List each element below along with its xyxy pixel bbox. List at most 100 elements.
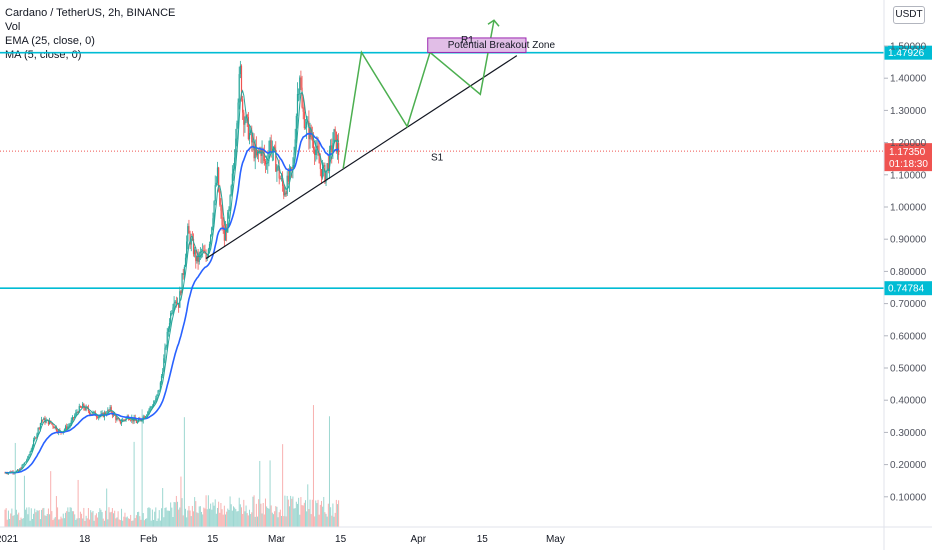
- candle-body: [36, 433, 38, 438]
- candle-body: [218, 167, 220, 192]
- volume-bar: [326, 516, 328, 527]
- volume-bar: [242, 513, 244, 527]
- candle-body: [264, 161, 267, 164]
- candle-body: [211, 227, 213, 236]
- volume-bar: [248, 509, 250, 527]
- candle-body: [282, 178, 284, 187]
- volume-bar: [141, 409, 143, 527]
- volume-indicator-label[interactable]: Vol: [5, 21, 21, 33]
- volume-bar: [15, 509, 17, 527]
- candle-body: [116, 418, 118, 420]
- candle-body: [187, 226, 189, 242]
- volume-bar: [7, 510, 9, 527]
- candle-body: [68, 426, 70, 427]
- volume-bar: [71, 511, 73, 527]
- candle-body: [54, 426, 56, 429]
- volume-bar: [145, 518, 147, 527]
- ema-line: [5, 132, 339, 474]
- volume-bar: [14, 442, 16, 527]
- price-tick-label: 0.20000: [890, 460, 927, 471]
- candle-body: [192, 239, 195, 255]
- candle-body: [324, 164, 326, 183]
- volume-bar: [98, 512, 100, 527]
- candle-body: [220, 204, 222, 211]
- currency-selector[interactable]: USDT: [893, 6, 925, 24]
- volume-bar: [283, 516, 285, 527]
- volume-bar: [90, 510, 92, 527]
- projection-arrowhead: [487, 19, 500, 27]
- candle-body: [288, 169, 291, 182]
- volume-bar: [173, 502, 175, 527]
- price-tick-label: 0.80000: [890, 267, 927, 278]
- candle-body: [198, 253, 200, 262]
- volume-bar: [44, 515, 46, 527]
- volume-bar: [78, 518, 80, 527]
- candle-body: [202, 250, 204, 252]
- volume-bar: [118, 519, 120, 527]
- volume-bar: [134, 518, 136, 527]
- candle-body: [174, 301, 176, 303]
- candle-body: [180, 291, 182, 294]
- candle-body: [302, 107, 304, 112]
- volume-bar: [172, 516, 174, 527]
- volume-bar: [154, 511, 156, 527]
- candle-body: [53, 426, 55, 429]
- volume-bar: [138, 511, 140, 527]
- candle-body: [242, 99, 244, 113]
- volume-bar: [121, 508, 123, 527]
- candle-body: [269, 140, 271, 151]
- candle-body: [276, 167, 278, 172]
- candle-body: [30, 449, 32, 452]
- candle-body: [304, 127, 307, 129]
- volume-bar: [166, 510, 168, 527]
- candle-body: [140, 419, 142, 421]
- volume-bar: [76, 518, 78, 527]
- price-tick-label: 1.10000: [890, 170, 927, 181]
- candle-body: [179, 291, 181, 308]
- volume-bar: [228, 509, 230, 527]
- candle-body: [79, 406, 82, 408]
- price-tick-label: 1.30000: [890, 106, 927, 117]
- volume-bar: [103, 520, 105, 527]
- volume-bar: [251, 512, 253, 527]
- projection-path: [342, 20, 495, 169]
- volume-bar: [220, 502, 222, 527]
- volume-bar: [170, 502, 172, 527]
- symbol-title[interactable]: Cardano / TetherUS, 2h, BINANCE: [5, 7, 176, 19]
- level-price-label: 0.74784: [888, 284, 925, 295]
- volume-bar: [335, 499, 337, 527]
- volume-bar: [100, 509, 102, 527]
- volume-bar: [126, 516, 128, 527]
- ema-indicator-label[interactable]: EMA (25, close, 0): [5, 35, 95, 47]
- volume-bar: [61, 518, 63, 527]
- volume-bar: [252, 496, 254, 527]
- volume-bar: [115, 518, 117, 527]
- candle-body: [310, 127, 312, 137]
- candle-body: [248, 132, 251, 140]
- candle-body: [39, 423, 42, 429]
- volume-bar: [143, 520, 145, 527]
- time-tick-label: Apr: [411, 534, 427, 545]
- volume-bar: [333, 516, 335, 527]
- volume-bar: [243, 499, 245, 527]
- candle-body: [231, 173, 233, 186]
- price-tick-label: 0.60000: [890, 331, 927, 342]
- volume-bar: [288, 506, 290, 527]
- candle-body: [200, 251, 203, 253]
- volume-bar: [336, 504, 338, 527]
- volume-bar: [81, 513, 83, 527]
- volume-bar: [197, 513, 199, 527]
- volume-bar: [193, 511, 195, 527]
- candle-body: [72, 417, 75, 419]
- candle-body: [194, 249, 196, 255]
- candle-body: [151, 406, 153, 408]
- volume-bar: [275, 506, 277, 527]
- volume-bar: [317, 499, 319, 527]
- level-price-badge: [884, 45, 932, 60]
- volume-bar: [86, 518, 88, 527]
- volume-bar: [214, 499, 216, 527]
- volume-bar: [124, 512, 126, 527]
- volume-bar: [271, 512, 273, 527]
- volume-bar: [102, 518, 104, 527]
